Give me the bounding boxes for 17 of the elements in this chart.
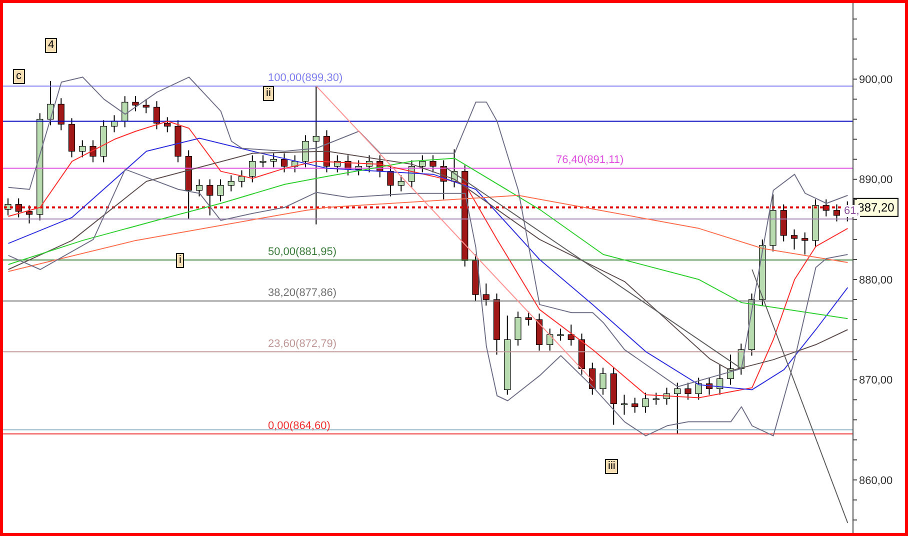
annotation: i xyxy=(176,253,184,268)
ref-line-label: 38,20(877,86) xyxy=(268,286,336,299)
ref-line-label: 76,40(891,11) xyxy=(556,154,624,166)
ref-line-label: 23,60(872,79) xyxy=(268,338,336,350)
ref-line-label: 100,00(899,30) xyxy=(268,72,343,84)
ref-line-label: 0,00(864,60) xyxy=(268,420,330,432)
y-tick-label: 900,00 xyxy=(859,74,893,86)
annotation: 61, xyxy=(843,205,860,217)
y-tick-label: 870,00 xyxy=(859,374,893,387)
annotation: ii xyxy=(263,86,274,101)
annotation: iii xyxy=(605,459,618,474)
ref-line-label: 50,00(881,95) xyxy=(268,246,336,258)
y-tick-label: 880,00 xyxy=(859,274,893,286)
y-tick-label: 860,00 xyxy=(859,474,893,487)
annotation: 4 xyxy=(45,38,58,53)
annotation: c xyxy=(13,69,24,84)
y-tick-label: 890,00 xyxy=(859,174,893,186)
